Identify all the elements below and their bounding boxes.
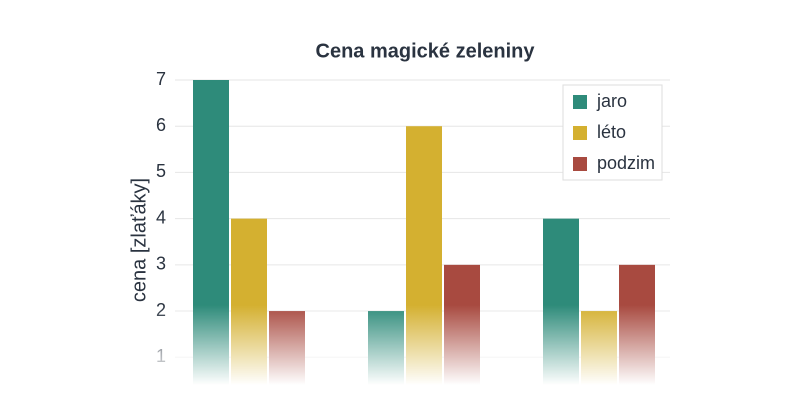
fade-overlay — [150, 305, 690, 385]
legend-label: léto — [597, 122, 626, 142]
y-tick-label: 3 — [156, 254, 166, 274]
y-tick-label: 6 — [156, 115, 166, 135]
y-tick-label: 5 — [156, 161, 166, 181]
legend-swatch — [573, 157, 587, 171]
y-tick-label: 4 — [156, 207, 166, 227]
legend-label: jaro — [596, 91, 627, 111]
chart-title: Cena magické zeleniny — [316, 40, 536, 62]
legend-swatch — [573, 95, 587, 109]
legend-label: podzim — [597, 153, 655, 173]
y-axis-label: cena [zlaťáky] — [128, 178, 150, 302]
legend-swatch — [573, 126, 587, 140]
y-tick-label: 7 — [156, 69, 166, 89]
